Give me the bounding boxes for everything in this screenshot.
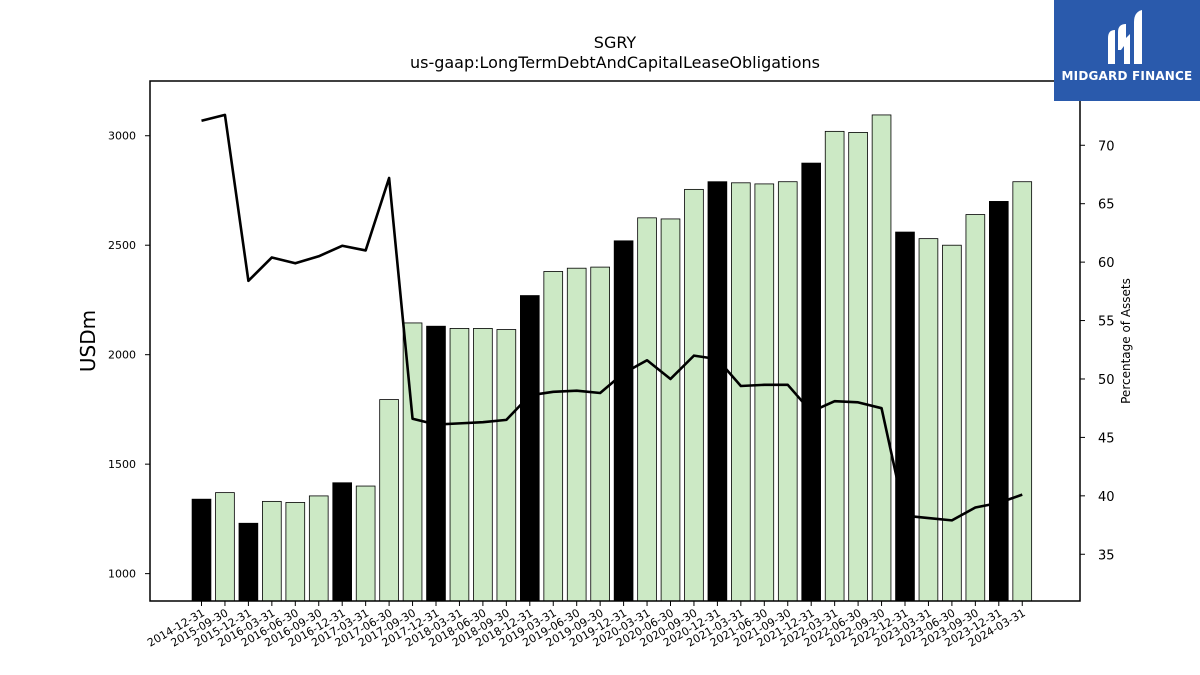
bar-2018-12-31 [520,295,540,602]
bar-2020-12-31 [707,181,728,602]
bar-2015-09-30 [215,492,235,602]
y2-tick-label: 45 [1098,431,1115,446]
bar-2021-03-31 [731,182,751,602]
y2-tick-label: 35 [1098,548,1115,563]
y-tick-label: 3000 [108,130,136,143]
bar-2022-09-30 [871,114,892,602]
bar-2017-09-30 [402,322,423,602]
bar-2015-12-31 [238,522,259,602]
bar-2016-12-31 [332,482,352,602]
bar-2018-03-31 [449,328,470,602]
right-y-axis: 35 40 45 50 55 60 65 70 [1080,139,1115,563]
plot-frame [149,80,1081,602]
bar-2019-09-30 [590,266,610,602]
bar-2022-03-31 [824,130,845,602]
midgard-logo-icon [1108,10,1142,64]
bar-2016-03-31 [262,500,282,602]
percentage-of-assets-line [201,113,1023,522]
left-y-axis: 1000 1500 2000 2500 3000 [108,130,150,581]
y-tick-label: 1500 [108,458,136,471]
bar-2021-06-30 [754,183,775,602]
bar-2019-06-30 [566,267,587,602]
bar-2019-03-31 [543,271,564,602]
bar-2019-12-31 [613,240,634,602]
bar-2020-03-31 [637,217,657,602]
y-axis-label: USDm [76,310,100,372]
bar-2017-06-30 [379,399,399,602]
y-tick-label: 2500 [108,239,136,252]
line-group [201,113,1023,522]
y2-tick-label: 40 [1098,490,1115,505]
bar-2017-12-31 [426,325,446,602]
y2-tick-label: 60 [1098,256,1115,271]
bar-2024-03-31 [1012,181,1033,602]
bar-2020-06-30 [660,218,681,602]
logo-text: MIDGARD FINANCE [1061,69,1193,83]
bar-2023-06-30 [942,244,962,602]
bar-2021-12-31 [801,162,821,602]
bar-2020-09-30 [684,188,704,602]
bar-2023-03-31 [918,238,939,602]
bar-2017-03-31 [355,485,376,602]
bar-2014-12-31 [191,498,212,602]
x-axis: 2014-12-312015-09-302015-12-312016-03-31… [145,601,1028,650]
bar-2022-12-31 [895,231,915,602]
bar-2018-09-30 [496,329,517,602]
bar-2023-12-31 [989,201,1009,602]
y-tick-label: 2000 [108,349,136,362]
chart-subtitle: us-gaap:LongTermDebtAndCapitalLeaseOblig… [410,53,820,72]
y2-tick-label: 70 [1098,139,1115,154]
y2-tick-label: 50 [1098,373,1115,388]
y2-axis-label: Percentage of Assets [1119,278,1133,404]
bar-2016-06-30 [285,502,306,602]
y2-tick-label: 65 [1098,198,1115,213]
bars-group [191,114,1033,602]
y-tick-label: 1000 [108,568,136,581]
bar-2023-09-30 [965,214,986,602]
brand-logo: MIDGARD FINANCE [1054,0,1200,101]
bar-2018-06-30 [473,328,493,602]
chart-title: SGRY [594,33,637,52]
y2-tick-label: 55 [1098,315,1115,330]
bar-2016-09-30 [308,495,329,602]
bar-2022-06-30 [848,132,868,602]
